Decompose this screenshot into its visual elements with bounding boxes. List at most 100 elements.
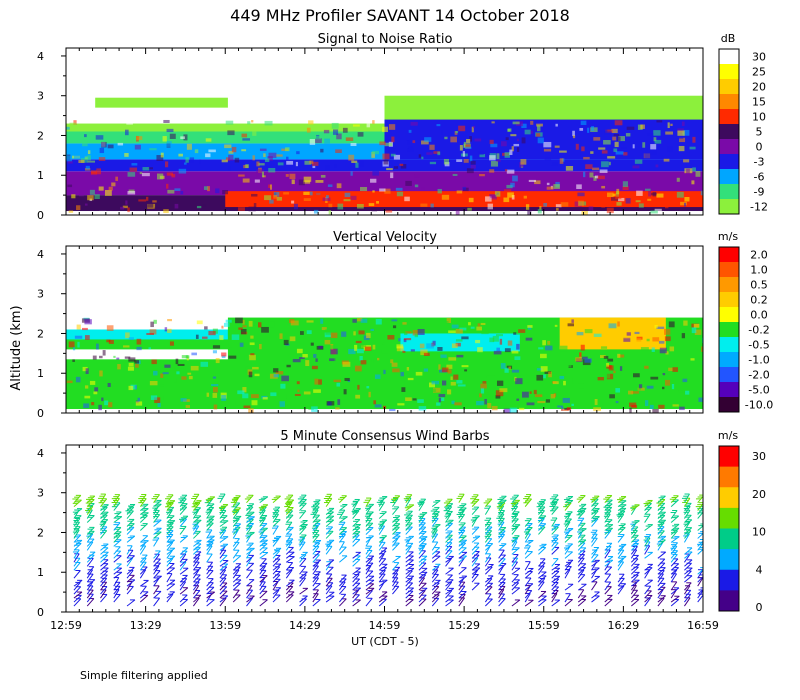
wind-barb-staff xyxy=(431,500,441,508)
wind-barb-staff xyxy=(378,595,388,603)
wind-barb-staff xyxy=(392,537,399,547)
wind-barb-staff xyxy=(285,562,294,571)
wind-barb-staff xyxy=(538,515,547,523)
heatmap-speckle xyxy=(83,403,90,409)
heatmap-speckle xyxy=(66,155,73,162)
heatmap-speckle xyxy=(487,403,492,409)
heatmap-speckle xyxy=(623,335,631,339)
heatmap-speckle xyxy=(371,207,378,212)
heatmap-speckle xyxy=(124,356,131,359)
wind-barb xyxy=(378,511,387,519)
heatmap-speckle xyxy=(544,371,552,374)
wind-barb xyxy=(140,540,149,547)
heatmap-speckle xyxy=(372,170,380,176)
wind-barb-staff xyxy=(206,561,213,571)
wind-barb-staff xyxy=(140,579,149,587)
heatmap-speckle xyxy=(530,130,533,134)
wind-barb-staff xyxy=(86,593,94,603)
heatmap-speckle xyxy=(477,347,483,353)
heatmap-speckle xyxy=(429,161,437,165)
wind-barb-staff xyxy=(73,534,82,543)
wind-barb-staff xyxy=(100,506,108,515)
heatmap-speckle xyxy=(79,190,84,197)
wind-barb xyxy=(471,573,479,583)
heatmap-speckle xyxy=(511,350,519,354)
wind-barb-staff xyxy=(272,574,281,583)
wind-barb xyxy=(484,553,492,563)
wind-barb-staff xyxy=(418,543,427,551)
wind-barb xyxy=(126,504,136,512)
wind-barb xyxy=(457,503,467,511)
wind-barb-staff xyxy=(564,583,574,591)
heatmap-speckle xyxy=(611,128,618,134)
heatmap-speckle xyxy=(631,391,640,394)
heatmap-speckle xyxy=(336,183,342,189)
wind-barb-staff xyxy=(338,534,346,543)
wind-barb-staff xyxy=(697,589,703,595)
wind-barb-staff xyxy=(591,581,598,591)
wind-barb xyxy=(431,500,441,508)
wind-barb-staff xyxy=(285,594,294,603)
wind-barb-staff xyxy=(471,494,479,503)
colorbar-label: 5 xyxy=(756,126,763,139)
heatmap-speckle xyxy=(98,157,106,161)
colorbar-swatch xyxy=(719,64,739,80)
wind-barb-staff xyxy=(325,585,333,595)
wind-barb xyxy=(604,573,612,583)
wind-barb xyxy=(259,575,268,583)
wind-barb xyxy=(218,504,229,512)
wind-barb xyxy=(312,499,321,508)
wind-barb xyxy=(524,561,531,571)
wind-barb xyxy=(193,539,202,547)
wind-barb-staff xyxy=(193,578,201,587)
wind-barb xyxy=(139,554,148,563)
wind-barb-staff xyxy=(471,554,480,563)
wind-barb xyxy=(378,541,386,551)
wind-barb xyxy=(670,587,680,595)
wind-barb xyxy=(285,567,295,575)
wind-barb-staff xyxy=(312,499,321,508)
heatmap-speckle xyxy=(152,200,157,203)
wind-barb-staff xyxy=(166,567,175,575)
wind-barb xyxy=(72,494,82,503)
wind-barb xyxy=(325,539,335,547)
wind-barb-staff xyxy=(644,537,651,547)
heatmap-speckle xyxy=(429,144,435,150)
wind-barb-staff xyxy=(484,522,492,531)
heatmap-speckle xyxy=(149,329,157,335)
heatmap-speckle xyxy=(156,173,164,180)
heatmap-speckle xyxy=(262,175,266,178)
wind-barb xyxy=(153,577,160,587)
wind-barb-staff xyxy=(219,566,228,575)
wind-barb xyxy=(299,595,308,603)
wind-barb-staff xyxy=(219,595,229,603)
heatmap-speckle xyxy=(396,346,404,352)
wind-barb xyxy=(483,498,493,507)
heatmap-speckle xyxy=(310,342,314,346)
heatmap-speckle xyxy=(89,189,95,195)
wind-barb-staff xyxy=(299,534,307,543)
wind-barb-staff xyxy=(538,575,547,583)
heatmap-speckle xyxy=(87,195,94,201)
wind-barb xyxy=(178,494,188,503)
heatmap-speckle xyxy=(169,133,176,139)
wind-barb-staff xyxy=(418,558,427,567)
wind-barb xyxy=(392,532,401,539)
heatmap-speckle xyxy=(101,141,107,148)
heatmap-speckle xyxy=(511,146,514,152)
wind-barb-staff xyxy=(458,591,467,599)
wind-barb xyxy=(325,591,335,599)
wind-barb-staff xyxy=(246,506,254,515)
heatmap-speckle xyxy=(368,203,375,207)
wind-barb-staff xyxy=(538,578,546,587)
heatmap-speckle xyxy=(370,328,374,331)
wind-barb-staff xyxy=(644,585,652,595)
wind-barb-staff xyxy=(86,541,94,551)
wind-barb-staff xyxy=(299,587,309,595)
heatmap-speckle xyxy=(309,160,314,164)
heatmap-speckle xyxy=(662,372,666,376)
wind-barb-staff xyxy=(418,594,427,603)
heatmap-speckle xyxy=(69,122,77,128)
heatmap-speckle xyxy=(359,355,363,361)
wind-barb-staff xyxy=(471,535,481,543)
